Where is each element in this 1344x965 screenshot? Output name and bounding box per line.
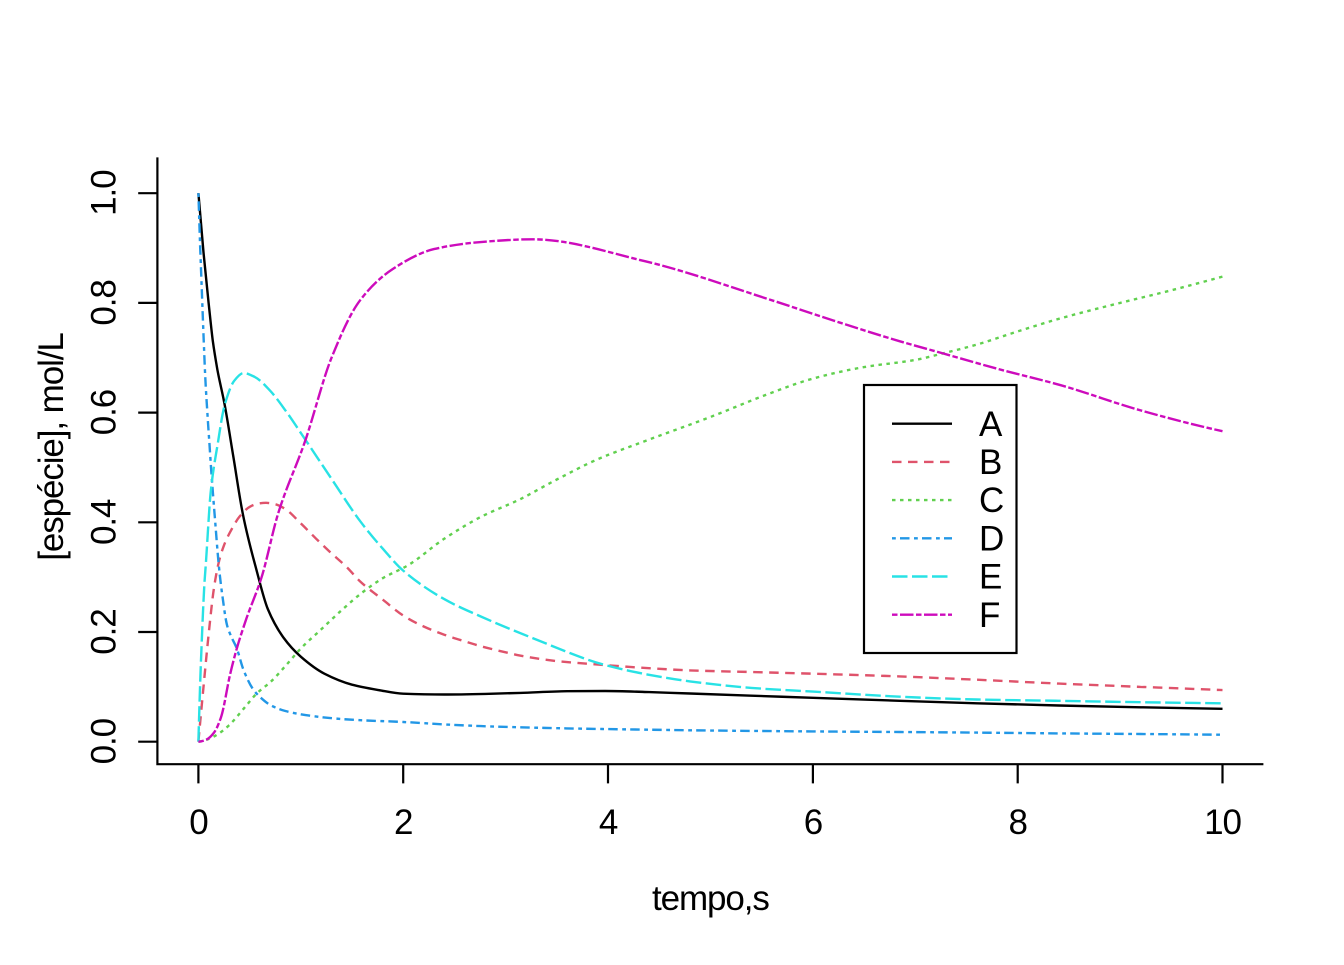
svg-text:[espécie], mol/L: [espécie], mol/L [32,333,71,561]
svg-text:4: 4 [599,803,618,842]
svg-text:A: A [979,405,1003,444]
svg-text:0: 0 [189,803,208,842]
svg-text:B: B [979,443,1001,482]
svg-text:10: 10 [1204,803,1241,842]
svg-text:0.8: 0.8 [85,280,124,325]
svg-text:F: F [979,596,999,635]
svg-text:0.6: 0.6 [85,390,124,435]
svg-text:tempo,s: tempo,s [652,879,769,918]
svg-text:1.0: 1.0 [85,170,124,216]
svg-text:8: 8 [1009,803,1027,842]
svg-text:E: E [979,558,1001,597]
svg-text:6: 6 [804,803,822,842]
svg-text:0.0: 0.0 [85,718,124,764]
svg-text:C: C [979,481,1003,520]
svg-text:0.2: 0.2 [85,609,124,654]
svg-text:2: 2 [394,803,412,842]
svg-text:D: D [979,519,1003,558]
svg-text:0.4: 0.4 [85,499,124,545]
